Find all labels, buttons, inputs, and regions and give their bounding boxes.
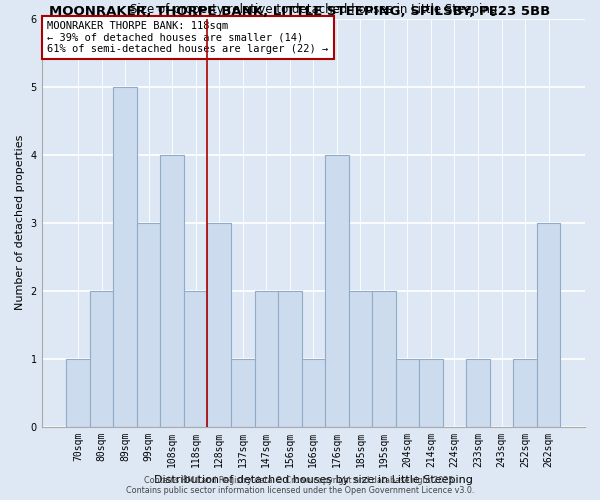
Text: Contains HM Land Registry data © Crown copyright and database right 2025.
Contai: Contains HM Land Registry data © Crown c… [126, 476, 474, 495]
Bar [466, 358, 490, 426]
Bar [90, 290, 113, 426]
Bar [395, 358, 419, 426]
Bar [419, 358, 443, 426]
Bar [349, 290, 372, 426]
Text: MOONRAKER THORPE BANK: 118sqm
← 39% of detached houses are smaller (14)
61% of s: MOONRAKER THORPE BANK: 118sqm ← 39% of d… [47, 21, 328, 54]
Bar [278, 290, 302, 426]
Bar [208, 223, 231, 426]
Text: MOONRAKER, THORPE BANK, LITTLE STEEPING, SPILSBY, PE23 5BB: MOONRAKER, THORPE BANK, LITTLE STEEPING,… [49, 5, 551, 18]
Y-axis label: Number of detached properties: Number of detached properties [15, 135, 25, 310]
Bar [254, 290, 278, 426]
Title: Size of property relative to detached houses in Little Steeping: Size of property relative to detached ho… [130, 4, 497, 16]
Bar [302, 358, 325, 426]
Bar [160, 155, 184, 426]
Bar [537, 223, 560, 426]
X-axis label: Distribution of detached houses by size in Little Steeping: Distribution of detached houses by size … [154, 475, 473, 485]
Bar [137, 223, 160, 426]
Bar [67, 358, 90, 426]
Bar [325, 155, 349, 426]
Bar [184, 290, 208, 426]
Bar [372, 290, 395, 426]
Bar [113, 87, 137, 426]
Bar [231, 358, 254, 426]
Bar [513, 358, 537, 426]
